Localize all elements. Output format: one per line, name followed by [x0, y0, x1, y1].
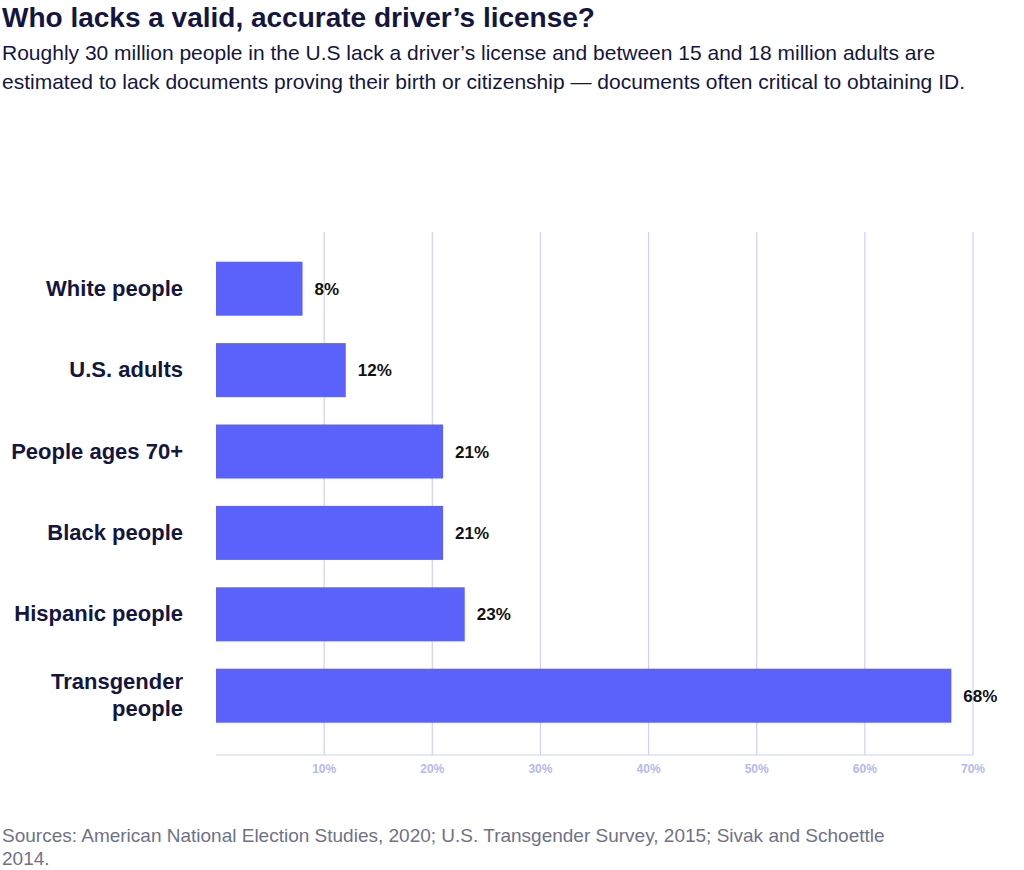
bars — [216, 262, 951, 723]
category-label: U.S. adults — [69, 357, 183, 382]
tick-label: 50% — [745, 762, 769, 776]
data-label: 68% — [963, 687, 997, 706]
category-label: Black people — [47, 520, 183, 545]
data-label: 23% — [477, 605, 511, 624]
source: Sources: American National Election Stud… — [2, 824, 932, 870]
axis-line — [216, 755, 973, 756]
bar — [216, 425, 443, 479]
grid-line — [972, 232, 973, 755]
category-label: White people — [46, 276, 183, 301]
data-label: 21% — [455, 443, 489, 462]
chart: 10% 20% 30% 40% 50% 60% 70% 8% 12% 21% 21% 23% 68% Wh… — [0, 0, 1024, 820]
data-label: 8% — [315, 280, 340, 299]
tick-label: 30% — [528, 762, 552, 776]
bar — [216, 262, 303, 316]
subtitle: Roughly 30 million people in the U.S lac… — [2, 38, 1022, 96]
bar — [216, 587, 465, 641]
bar — [216, 669, 951, 723]
tick-label: 40% — [637, 762, 661, 776]
category-label: Hispanic people — [14, 601, 183, 626]
title: Who lacks a valid, accurate driver’s lic… — [2, 2, 595, 34]
labels: 8% 12% 21% 21% 23% 68% White people U.S. adults… — [11, 276, 997, 722]
category-label: Transgenderpeople — [51, 669, 183, 721]
tick-label: 20% — [420, 762, 444, 776]
category-label: People ages 70+ — [11, 439, 183, 464]
tick-label: 60% — [853, 762, 877, 776]
tick-label: 70% — [961, 762, 985, 776]
tick-label: 10% — [312, 762, 336, 776]
bar — [216, 343, 346, 397]
data-label: 21% — [455, 524, 489, 543]
data-label: 12% — [358, 361, 392, 380]
bar — [216, 506, 443, 560]
